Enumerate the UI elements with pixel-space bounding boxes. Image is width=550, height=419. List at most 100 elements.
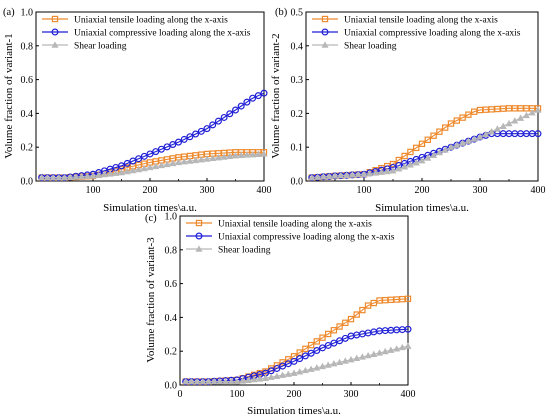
y-tick-label: 0.8	[165, 245, 178, 256]
data-point	[249, 94, 257, 102]
y-tick-label: 0.1	[291, 143, 304, 154]
data-point	[95, 171, 103, 178]
legend-marker	[321, 41, 329, 48]
data-point	[290, 357, 298, 365]
data-point	[341, 334, 349, 342]
data-point	[233, 378, 241, 385]
x-axis-title: Simulation times\a.u.	[103, 202, 197, 214]
y-tick-label: 0.0	[21, 177, 34, 188]
data-point	[186, 133, 194, 141]
series-line	[185, 328, 409, 383]
data-point	[140, 164, 148, 172]
data-point	[273, 372, 281, 379]
data-point	[231, 152, 240, 159]
data-point	[55, 174, 63, 181]
data-point	[441, 146, 449, 153]
y-tick-label: 0.0	[165, 381, 178, 392]
data-point	[494, 105, 501, 113]
data-point	[372, 169, 380, 176]
data-point	[324, 341, 332, 349]
data-point	[123, 159, 131, 167]
data-point	[476, 106, 484, 114]
chart-panel-3: (c) 0 100 200 300 400 0.0 0.2 0.4 0.6 0.8 1.0 Simula…	[145, 212, 416, 418]
data-point	[435, 148, 443, 156]
data-point	[307, 341, 315, 349]
data-point	[464, 137, 472, 144]
data-point	[220, 153, 228, 160]
data-point	[226, 152, 234, 160]
data-point	[406, 161, 414, 168]
data-point	[49, 174, 57, 181]
data-point	[117, 162, 125, 170]
y-tick-label: 0.4	[165, 313, 178, 324]
data-point	[112, 169, 120, 176]
data-point	[307, 349, 315, 357]
data-point	[260, 150, 268, 157]
x-tick-label: 200	[143, 185, 158, 196]
data-point	[337, 171, 345, 179]
data-point	[389, 167, 397, 174]
series-triangle	[308, 106, 542, 181]
data-point	[140, 152, 148, 160]
x-tick-label: 400	[401, 389, 416, 400]
data-point	[401, 152, 408, 160]
data-point	[330, 339, 338, 347]
data-point	[482, 130, 490, 138]
data-point	[313, 338, 321, 345]
data-point	[146, 150, 154, 158]
data-point	[430, 132, 437, 139]
data-point	[174, 158, 183, 166]
y-tick-label: 0.2	[291, 109, 304, 120]
data-point	[157, 161, 165, 169]
data-point	[347, 315, 355, 323]
data-point	[226, 110, 234, 118]
data-point	[302, 345, 309, 353]
data-point	[447, 120, 455, 127]
data-point	[488, 128, 496, 135]
data-point	[203, 125, 211, 133]
y-tick-label: 0.0	[291, 177, 304, 188]
x-tick-label: 400	[531, 185, 546, 196]
data-point	[135, 155, 143, 163]
data-point	[135, 165, 143, 173]
legend-entry: Uniaxial compressive loading along the x…	[312, 29, 521, 39]
series-triangle	[182, 342, 412, 385]
data-point	[493, 125, 501, 132]
chart-panel-1: (a) 100 200 300 400 0.0 0.2 0.4 0.6 0.8 1.0 Simulat…	[3, 7, 272, 214]
series-triangle	[38, 150, 268, 181]
data-point	[243, 151, 251, 158]
y-axis-title: Volume fraction of variant-1	[3, 33, 15, 158]
data-point	[279, 371, 287, 378]
legend-entry: Shear loading	[186, 245, 271, 256]
data-point	[330, 360, 338, 367]
data-point	[407, 148, 414, 156]
data-point	[330, 327, 338, 334]
data-point	[175, 138, 183, 146]
data-point	[360, 170, 368, 177]
legend-label: Uniaxial tensile loading along the x-axi…	[344, 16, 498, 26]
data-point	[209, 154, 217, 162]
data-point	[319, 344, 327, 352]
data-point	[209, 121, 217, 129]
data-point	[197, 127, 205, 135]
data-point	[404, 325, 412, 333]
data-point	[261, 374, 270, 381]
data-point	[354, 170, 362, 178]
data-point	[395, 165, 403, 172]
data-point	[398, 343, 406, 351]
data-point	[129, 166, 137, 174]
legend-label: Uniaxial compressive loading along the x…	[218, 233, 395, 243]
data-point	[404, 342, 412, 349]
data-point	[353, 311, 360, 318]
data-point	[424, 136, 432, 143]
data-point	[204, 378, 213, 385]
data-point	[381, 347, 389, 355]
data-point	[192, 156, 200, 164]
data-point	[499, 122, 507, 129]
y-tick-label: 1.0	[165, 212, 178, 223]
data-point	[254, 150, 262, 157]
legend-label: Uniaxial compressive loading along the x…	[74, 29, 251, 39]
data-point	[413, 144, 420, 152]
legend-marker	[321, 15, 329, 23]
y-tick-label: 0.5	[291, 8, 304, 19]
